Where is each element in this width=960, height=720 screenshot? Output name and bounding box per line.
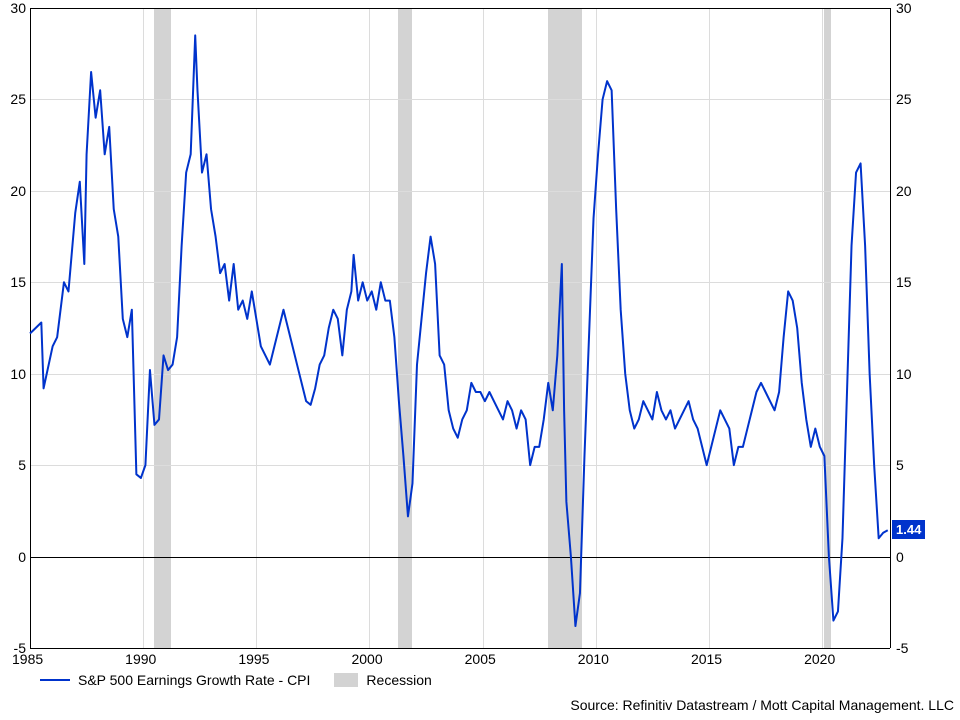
plot-border [30, 648, 890, 649]
legend-series-label: S&P 500 Earnings Growth Rate - CPI [78, 672, 310, 688]
y-right-tick-label: 0 [896, 549, 904, 565]
chart-container: -5051015202530 -5051015202530 1985199019… [0, 0, 960, 720]
plot-area [30, 8, 890, 648]
plot-border [890, 8, 891, 648]
value-callout: 1.44 [892, 520, 925, 539]
y-right-tick-label: 25 [896, 91, 912, 107]
y-right-tick-label: 30 [896, 0, 912, 16]
y-right-tick-label: 10 [896, 366, 912, 382]
y-right-tick-label: 15 [896, 274, 912, 290]
y-left-tick-label: 0 [18, 549, 26, 565]
y-left-tick-label: 15 [10, 274, 26, 290]
y-left-tick-label: 20 [10, 183, 26, 199]
y-left-tick-label: 5 [18, 457, 26, 473]
x-tick-label: 2020 [804, 651, 835, 667]
legend-recession-label: Recession [366, 672, 431, 688]
x-tick-label: 2000 [351, 651, 382, 667]
legend-box-swatch [334, 673, 358, 687]
series-svg [30, 8, 890, 648]
y-left-tick-label: 25 [10, 91, 26, 107]
legend-line-swatch [40, 679, 70, 681]
x-tick-label: 2010 [578, 651, 609, 667]
x-tick-label: 2005 [465, 651, 496, 667]
x-tick-label: 1985 [12, 651, 43, 667]
source-attribution: Source: Refinitiv Datastream / Mott Capi… [570, 697, 954, 713]
x-tick-label: 2015 [691, 651, 722, 667]
y-left-tick-label: 30 [10, 0, 26, 16]
x-tick-label: 1995 [238, 651, 269, 667]
y-right-tick-label: 5 [896, 457, 904, 473]
y-right-tick-label: -5 [896, 640, 908, 656]
legend: S&P 500 Earnings Growth Rate - CPI Reces… [40, 672, 432, 688]
y-left-tick-label: 10 [10, 366, 26, 382]
x-tick-label: 1990 [125, 651, 156, 667]
series-line [30, 35, 888, 626]
y-right-tick-label: 20 [896, 183, 912, 199]
